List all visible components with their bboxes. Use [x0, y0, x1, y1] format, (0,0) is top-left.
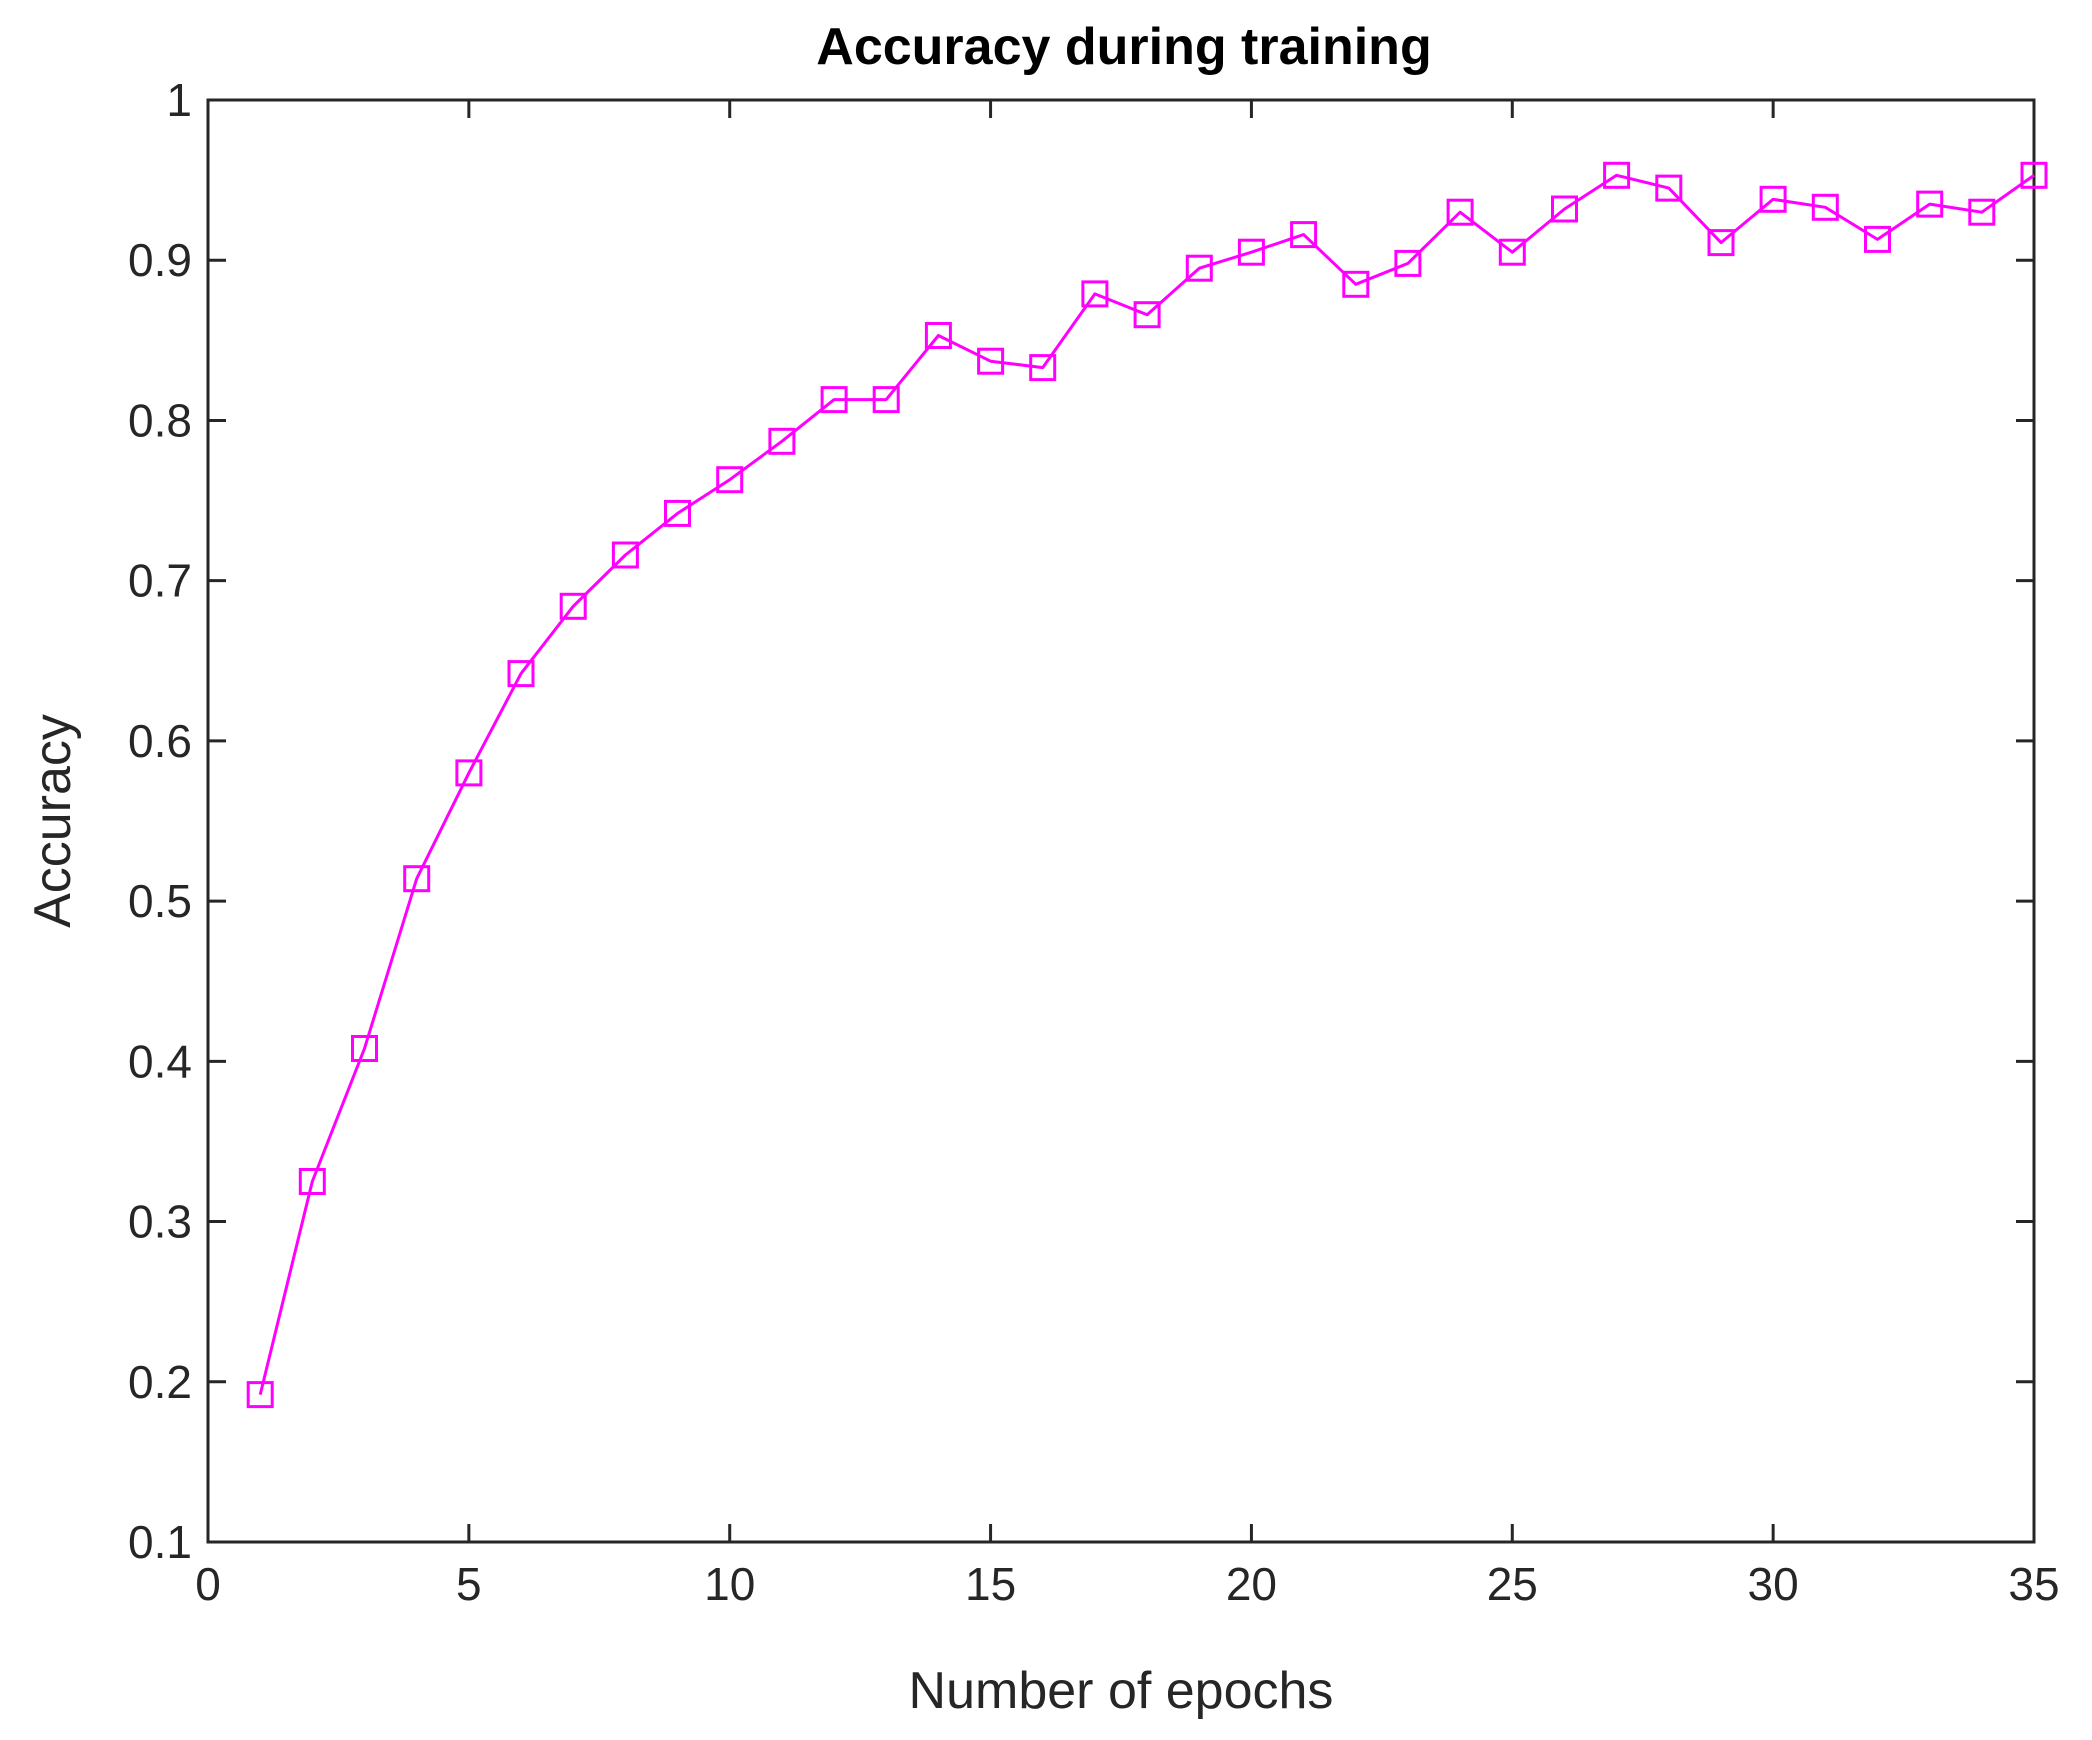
- x-tick-label: 5: [456, 1558, 482, 1610]
- plot-area: [206, 98, 2036, 1544]
- data-point-marker: [664, 499, 691, 527]
- data-series: [246, 161, 2048, 1409]
- y-axis-label: Accuracy: [24, 714, 82, 928]
- series-line: [258, 173, 2035, 1395]
- data-point-marker: [298, 1168, 326, 1195]
- y-tick-label: 0.8: [128, 394, 192, 446]
- axis-ticks: 0 5 10 15 20 25 30 35 0.1 0.2 0.3 0.4 0.5 0.6 0.7 0.8 0.…: [128, 74, 2060, 1610]
- data-point-marker: [1968, 198, 1996, 226]
- data-point-marker: [924, 322, 952, 349]
- data-point-marker: [246, 1381, 274, 1409]
- data-point-marker: [1029, 354, 1057, 382]
- data-point-marker: [1864, 225, 1891, 253]
- data-point-marker: [2020, 161, 2048, 189]
- x-tick-label: 15: [965, 1558, 1016, 1610]
- data-point-marker: [1185, 254, 1213, 282]
- x-tick-label: 30: [1748, 1558, 1799, 1610]
- x-tick-label: 20: [1226, 1558, 1277, 1610]
- y-tick-label: 0.1: [128, 1516, 192, 1568]
- data-point-marker: [1290, 221, 1318, 249]
- data-point-marker: [1655, 174, 1683, 202]
- data-point-marker: [820, 386, 848, 414]
- x-tick-label: 10: [704, 1558, 755, 1610]
- data-point-marker: [1759, 185, 1787, 213]
- data-point-marker: [1811, 193, 1839, 221]
- chart-title: Accuracy during training: [816, 18, 1431, 76]
- y-tick-label: 0.2: [128, 1356, 192, 1408]
- data-point-marker: [977, 347, 1005, 375]
- data-point-marker: [403, 865, 431, 893]
- data-point-marker: [1498, 238, 1526, 266]
- data-point-marker: [455, 759, 483, 787]
- y-tick-label: 0.4: [128, 1035, 192, 1087]
- data-point-marker: [1342, 270, 1370, 298]
- x-axis-label: Number of epochs: [909, 1662, 1334, 1720]
- data-point-marker: [1603, 161, 1631, 189]
- x-tick-label: 35: [2008, 1558, 2059, 1610]
- y-tick-label: 1: [166, 74, 192, 126]
- data-point-marker: [611, 541, 639, 569]
- data-point-marker: [1446, 198, 1474, 226]
- data-point-marker: [1707, 229, 1735, 257]
- x-tick-label: 25: [1487, 1558, 1538, 1610]
- data-point-marker: [507, 660, 535, 688]
- data-point-marker: [1133, 301, 1161, 329]
- data-point-marker: [1237, 238, 1265, 266]
- y-tick-label: 0.5: [128, 875, 192, 927]
- data-point-marker: [1081, 280, 1109, 308]
- x-tick-label: 0: [195, 1558, 221, 1610]
- data-point-marker: [559, 592, 587, 620]
- data-point-marker: [768, 427, 796, 455]
- y-tick-label: 0.9: [128, 234, 192, 286]
- data-point-marker: [1916, 190, 1944, 218]
- data-point-marker: [1551, 195, 1578, 223]
- data-point-marker: [872, 386, 900, 414]
- data-point-marker: [716, 466, 744, 494]
- y-tick-label: 0.3: [128, 1196, 192, 1248]
- y-tick-label: 0.6: [128, 715, 192, 767]
- data-point-marker: [1394, 249, 1422, 277]
- y-tick-label: 0.7: [128, 555, 192, 607]
- data-point-marker: [351, 1035, 378, 1062]
